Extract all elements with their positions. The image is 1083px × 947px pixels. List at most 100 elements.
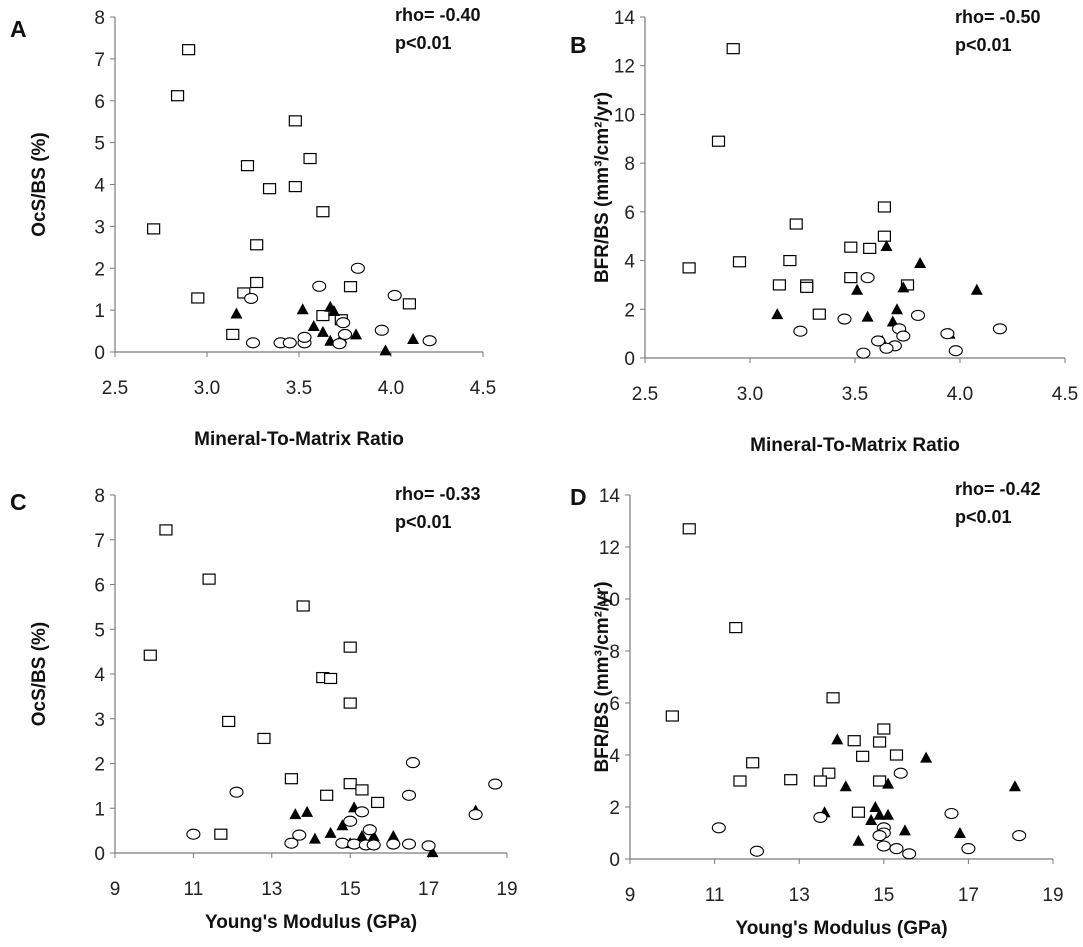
panel-letter: D: [570, 484, 587, 510]
y-tick-label: 3: [94, 217, 105, 238]
chart-panel-c: 0 1 2 3 4 5 6 7 8 9 11 13 15 17 19 Young's Modulus (GPa…: [10, 484, 518, 933]
y-tick-label: 4: [609, 746, 620, 767]
y-tick-label: 7: [94, 50, 105, 71]
data-point-circle: [488, 778, 503, 790]
data-point-square: [143, 649, 157, 661]
y-tick-label: 10: [614, 105, 635, 126]
y-tick-label: 4: [94, 665, 105, 686]
y-tick-label: 12: [599, 538, 620, 559]
data-point-circle: [186, 828, 201, 840]
data-point-circle: [872, 830, 887, 842]
data-point-circle: [229, 786, 244, 798]
data-point-triangle: [355, 829, 368, 841]
data-point-circle: [896, 330, 911, 342]
data-point-triangle: [865, 814, 878, 825]
y-axis-title: OcS/BS (%): [29, 132, 50, 237]
rho-label: rho= -0.33: [395, 484, 481, 504]
data-point-square: [729, 621, 743, 634]
data-point-circle: [421, 840, 436, 852]
data-point-circle: [337, 328, 353, 340]
data-point-circle: [312, 280, 327, 292]
y-tick-label: 2: [94, 259, 105, 280]
y-tick-label: 12: [614, 57, 635, 78]
p-value-label: p<0.01: [395, 33, 452, 53]
data-point-circle: [879, 342, 894, 354]
data-point-triangle: [882, 777, 895, 789]
y-tick-label: 4: [94, 176, 105, 197]
y-tick-label: 0: [94, 844, 105, 865]
data-point-square: [262, 183, 277, 195]
data-point-triangle: [851, 283, 864, 295]
data-point-circle: [1012, 830, 1027, 842]
data-point-square: [889, 749, 904, 761]
data-point-square: [147, 223, 161, 235]
chart-panel-a: 0 1 2 3 4 5 6 7 8 2.5 3.0 3.5 4.0 4.5 Mineral-To-Matri…: [10, 5, 496, 450]
x-tick-label: 3.5: [842, 384, 868, 405]
data-point-triangle: [327, 304, 340, 316]
data-point-circle: [387, 289, 402, 302]
data-point-triangle: [861, 310, 874, 322]
data-point-square: [800, 281, 814, 293]
data-point-circle: [711, 822, 726, 834]
data-point-square: [872, 736, 887, 748]
data-point-square: [772, 279, 787, 291]
data-point-square: [288, 180, 302, 193]
data-point-circle: [297, 331, 312, 343]
data-point-circle: [401, 838, 417, 850]
data-point-circle: [837, 313, 852, 325]
x-tick-label: 17: [958, 885, 979, 906]
data-point-triangle: [914, 257, 927, 269]
x-tick-label: 11: [184, 879, 204, 900]
y-tick-label: 2: [94, 755, 105, 776]
x-tick-label: 15: [873, 885, 894, 906]
data-point-square: [355, 784, 369, 796]
data-point-square: [316, 309, 330, 322]
x-tick-label: 19: [496, 879, 517, 900]
y-tick-label: 2: [624, 300, 635, 321]
panel-letter: C: [10, 489, 27, 515]
data-point-circle: [422, 335, 437, 347]
x-tick-label: 13: [261, 879, 282, 900]
data-point-square: [711, 135, 726, 147]
y-tick-label: 4: [624, 252, 635, 273]
data-point-square: [812, 308, 826, 320]
y-axis-title: BFR/BS (mm³/cm²/yr): [592, 92, 613, 283]
data-point-circle: [860, 272, 875, 284]
data-point-square: [257, 732, 271, 745]
data-point-square: [847, 735, 861, 747]
data-point-square: [296, 600, 310, 612]
data-point-square: [222, 715, 236, 728]
data-point-circle: [374, 324, 389, 336]
data-point-circle: [366, 839, 381, 851]
data-point-circle: [350, 262, 365, 274]
y-tick-label: 1: [94, 799, 105, 820]
data-point-square: [877, 230, 892, 242]
data-point-square: [343, 641, 357, 653]
y-tick-label: 7: [94, 531, 105, 552]
data-point-square: [863, 242, 877, 254]
data-point-square: [170, 90, 185, 102]
data-point-triangle: [296, 303, 309, 315]
y-tick-label: 14: [599, 486, 621, 507]
data-point-square: [320, 789, 334, 801]
data-point-circle: [362, 824, 377, 836]
data-point-circle: [961, 843, 976, 855]
data-point-square: [303, 152, 317, 165]
panel-letter: B: [570, 32, 587, 58]
data-point-circle: [948, 345, 963, 357]
p-value-label: p<0.01: [955, 35, 1012, 55]
data-point-triangle: [880, 239, 893, 251]
data-point-square: [826, 692, 840, 704]
data-point-square: [343, 697, 357, 709]
data-point-triangle: [771, 308, 784, 320]
data-point-square: [822, 767, 836, 779]
data-point-circle: [889, 843, 904, 855]
x-tick-label: 4.5: [470, 378, 496, 399]
y-tick-label: 6: [624, 203, 635, 224]
y-tick-label: 8: [609, 642, 620, 663]
data-point-circle: [871, 335, 886, 347]
data-point-circle: [245, 337, 261, 349]
data-point-triangle: [316, 325, 329, 337]
data-point-square: [202, 573, 216, 585]
